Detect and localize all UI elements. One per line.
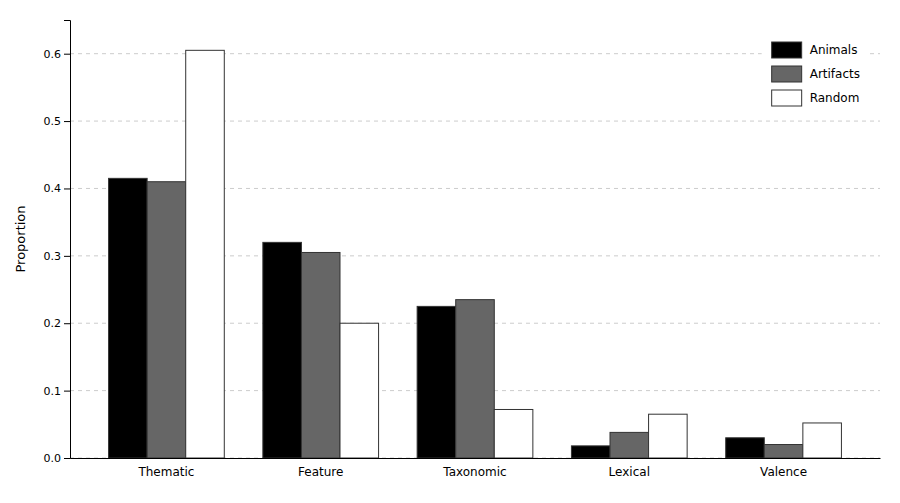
legend: Animals Artifacts Random — [762, 30, 870, 118]
legend-label: Animals — [810, 43, 858, 57]
bar-series — [186, 50, 842, 458]
legend-label: Random — [810, 91, 860, 105]
bars — [109, 50, 842, 458]
x-tick-label: Valence — [760, 465, 807, 479]
y-tick-mark — [64, 188, 70, 189]
y-tick-label: 0.0 — [44, 452, 62, 465]
y-tick-label: 0.3 — [44, 250, 62, 263]
bar — [417, 306, 456, 458]
y-tick: 0.3 — [44, 250, 71, 263]
y-tick: 0.6 — [44, 48, 71, 61]
y-axis-title: Proportion — [13, 205, 28, 272]
bar — [340, 323, 379, 458]
y-axis: 0.0 0.1 0.2 0.3 0.4 0.5 0.6 — [44, 21, 71, 466]
y-tick-mark — [64, 458, 70, 459]
y-tick: 0.0 — [44, 452, 71, 465]
y-tick-mark — [64, 391, 70, 392]
legend-swatch — [772, 66, 802, 82]
y-tick-label: 0.5 — [44, 115, 62, 128]
y-tick-mark — [64, 121, 70, 122]
legend-item: Random — [772, 90, 860, 106]
bar — [263, 242, 302, 458]
bar — [649, 414, 688, 458]
legend-background — [762, 30, 870, 118]
y-tick: 0.4 — [44, 182, 71, 195]
x-axis-line — [71, 458, 881, 459]
x-tick-label: Thematic — [137, 465, 194, 479]
chart-container: 0.0 0.1 0.2 0.3 0.4 0.5 0.6 Thematic Feature Taxo… — [0, 0, 900, 503]
chart-svg: 0.0 0.1 0.2 0.3 0.4 0.5 0.6 Thematic Feature Taxo… — [0, 0, 900, 503]
bar — [764, 445, 803, 458]
y-tick-label: 0.2 — [44, 317, 62, 330]
plot-area: 0.0 0.1 0.2 0.3 0.4 0.5 0.6 Thematic Feature Taxo… — [44, 21, 881, 479]
legend-label: Artifacts — [810, 67, 860, 81]
x-tick-label: Feature — [298, 465, 343, 479]
bar — [109, 178, 148, 458]
bar — [726, 438, 765, 458]
y-tick: 0.2 — [44, 317, 71, 330]
bar — [301, 252, 340, 458]
x-tick: Feature — [298, 465, 343, 479]
y-axis-line — [64, 21, 71, 459]
bar — [147, 182, 186, 458]
y-tick-mark — [64, 256, 70, 257]
x-tick: Taxonomic — [442, 465, 506, 479]
bar — [803, 423, 842, 458]
x-tick: Thematic — [137, 465, 194, 479]
bar — [571, 446, 610, 458]
x-tick: Valence — [760, 465, 807, 479]
y-tick: 0.1 — [44, 385, 71, 398]
legend-item: Animals — [772, 42, 858, 58]
x-axis: Thematic Feature Taxonomic Lexical Valence — [71, 459, 881, 479]
legend-swatch — [772, 90, 802, 106]
x-tick: Lexical — [609, 465, 650, 479]
y-tick-mark — [64, 323, 70, 324]
bar-series — [147, 182, 803, 458]
bar — [186, 50, 225, 458]
y-tick: 0.5 — [44, 115, 71, 128]
y-tick-mark — [64, 54, 70, 55]
bar — [456, 300, 495, 458]
y-tick-label: 0.4 — [44, 182, 62, 195]
bar — [610, 432, 649, 458]
y-tick-label: 0.6 — [44, 48, 62, 61]
legend-item: Artifacts — [772, 66, 860, 82]
x-tick-label: Taxonomic — [442, 465, 506, 479]
x-tick-label: Lexical — [609, 465, 650, 479]
legend-swatch — [772, 42, 802, 58]
bar — [494, 409, 533, 458]
y-tick-label: 0.1 — [44, 385, 62, 398]
